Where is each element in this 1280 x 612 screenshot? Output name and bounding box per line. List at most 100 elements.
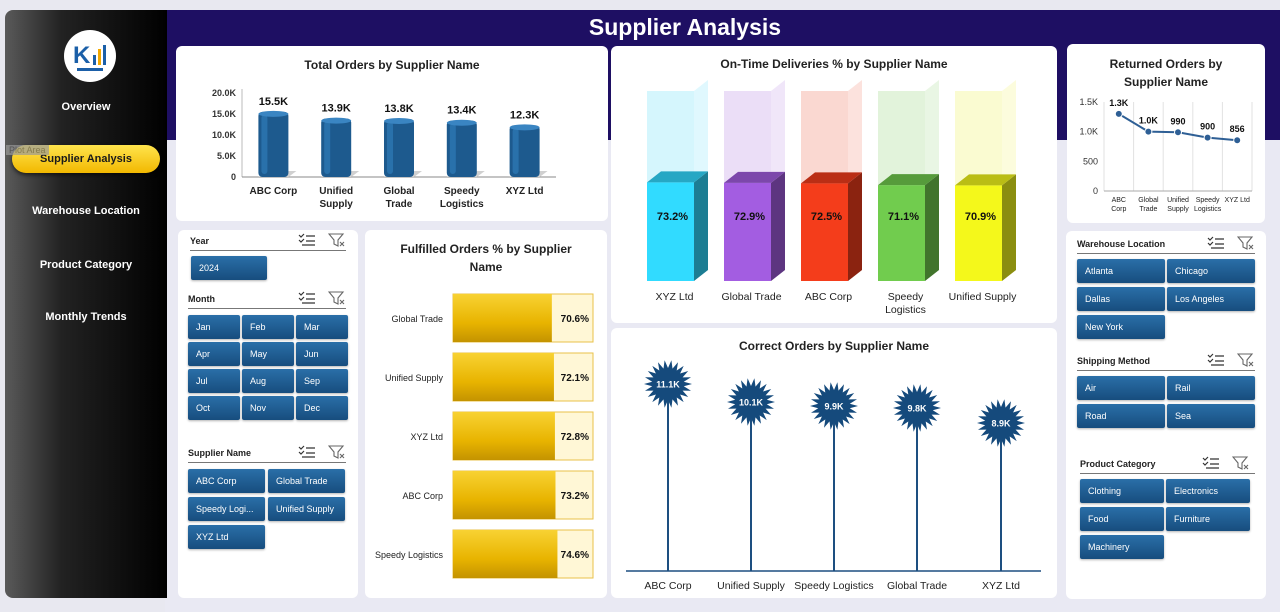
month-slicer-item[interactable]: Dec — [296, 396, 348, 420]
multi-select-icon[interactable] — [298, 445, 316, 459]
month-slicer-item[interactable]: Feb — [242, 315, 294, 339]
y-tick-label: 20.0K — [212, 88, 237, 98]
multi-select-icon[interactable] — [298, 291, 316, 305]
starburst-marker — [977, 399, 1025, 447]
multi-select-icon[interactable] — [1207, 236, 1225, 250]
data-label: 8.9K — [991, 419, 1011, 429]
month-slicer-item[interactable]: Nov — [242, 396, 294, 420]
shipping-slicer-item[interactable]: Sea — [1167, 404, 1255, 428]
month-slicer-item[interactable]: May — [242, 342, 294, 366]
shipping-slicer-item[interactable]: Rail — [1167, 376, 1255, 400]
supplier-slicer-item[interactable]: Unified Supply — [268, 497, 345, 521]
clear-filter-icon[interactable] — [327, 445, 346, 459]
bar-top — [724, 171, 785, 183]
bar-top — [647, 171, 708, 183]
bar-cap — [321, 117, 352, 124]
clear-filter-icon[interactable] — [1236, 353, 1255, 367]
plot-area-tag: Plot Area — [6, 145, 49, 155]
x-tick-label: Global Trade — [887, 580, 947, 592]
bar — [724, 182, 771, 281]
year-slicer-item[interactable]: 2024 — [191, 256, 267, 280]
data-label: 13.8K — [384, 103, 413, 115]
returned-title: Returned Orders by Supplier Name — [1109, 57, 1223, 89]
on-time-chart: 73.2% XYZ Ltd 72.9% Global Trade 72.5% ABC Co… — [647, 80, 1017, 316]
warehouse-slicer-divider — [1077, 253, 1255, 254]
month-slicer-item[interactable]: Mar — [296, 315, 348, 339]
bar — [453, 353, 554, 401]
sidebar-item-product-category[interactable]: Product Category — [39, 259, 133, 271]
sidebar-item-monthly-trends[interactable]: Monthly Trends — [45, 311, 127, 323]
month-slicer-item[interactable]: Aug — [242, 369, 294, 393]
shipping-slicer-item[interactable]: Road — [1077, 404, 1165, 428]
multi-select-icon[interactable] — [298, 233, 316, 247]
month-slicer-item[interactable]: Apr — [188, 342, 240, 366]
year-slicer-divider — [190, 250, 346, 251]
y-tick-label: 15.0K — [212, 109, 237, 119]
warehouse-slicer-item[interactable]: Atlanta — [1077, 259, 1165, 283]
month-slicer-item[interactable]: Sep — [296, 369, 348, 393]
logo-icon: K — [64, 30, 116, 82]
bar-side — [771, 171, 785, 281]
data-label: 9.9K — [824, 402, 844, 412]
data-label: 72.9% — [734, 211, 765, 223]
category-slicer-divider — [1080, 473, 1255, 474]
x-tick-label: Unified Supply — [717, 580, 785, 592]
x-tick-label: ABC Corp — [805, 291, 852, 303]
category-slicer-item[interactable]: Machinery — [1080, 535, 1164, 559]
shipping-slicer-item[interactable]: Air — [1077, 376, 1165, 400]
data-label: 13.9K — [322, 103, 351, 115]
total-orders-title: Total Orders by Supplier Name — [304, 58, 480, 72]
warehouse-slicer-item[interactable]: New York — [1077, 315, 1165, 339]
bar-side — [925, 174, 939, 281]
bar-cap — [446, 119, 477, 126]
x-tick-label: Global — [383, 186, 414, 197]
supplier-slicer-item[interactable]: Speedy Logi... — [188, 497, 265, 521]
supplier-slicer-header: Supplier Name — [188, 448, 252, 458]
data-label: 1.3K — [1109, 98, 1129, 108]
bar-side — [1002, 174, 1016, 281]
category-slicer-item[interactable]: Electronics — [1166, 479, 1250, 503]
total-orders-card: Total Orders by Supplier Name 0 5.0K 10.0K… — [176, 46, 608, 221]
data-label: 74.6% — [561, 550, 589, 561]
clear-filter-icon[interactable] — [327, 291, 346, 305]
warehouse-slicer-item[interactable]: Dallas — [1077, 287, 1165, 311]
warehouse-slicer-item[interactable]: Chicago — [1167, 259, 1255, 283]
x-tick-label: ABC — [1112, 197, 1126, 204]
correct-chart: 11.1K ABC Corp 10.1K Unified Supply 9.9K Spee… — [626, 360, 1041, 592]
month-slicer-item[interactable]: Jul — [188, 369, 240, 393]
sidebar-item-overview[interactable]: Overview — [61, 101, 111, 113]
clear-filter-icon[interactable] — [1231, 456, 1250, 470]
sidebar-item-warehouse-location[interactable]: Warehouse Location — [32, 205, 140, 217]
month-slicer-item[interactable]: Jun — [296, 342, 348, 366]
x-tick-label: Unified — [319, 186, 353, 197]
warehouse-slicer-item[interactable]: Los Angeles — [1167, 287, 1255, 311]
data-label: 70.9% — [965, 211, 996, 223]
multi-select-icon[interactable] — [1202, 456, 1220, 470]
supplier-slicer-item[interactable]: Global Trade — [268, 469, 345, 493]
supplier-slicer-divider — [188, 462, 346, 463]
bar-cap — [384, 118, 414, 125]
svg-text:K: K — [73, 42, 91, 69]
category-slicer-item[interactable]: Clothing — [1080, 479, 1164, 503]
clear-filter-icon[interactable] — [327, 233, 346, 247]
x-tick-label: Speedy — [1196, 197, 1220, 204]
data-label: 12.3K — [510, 109, 539, 121]
supplier-slicer-item[interactable]: ABC Corp — [188, 469, 265, 493]
sidebar: K — [5, 10, 167, 598]
x-tick-label: Logistics — [1194, 206, 1222, 213]
month-slicer-item[interactable]: Jan — [188, 315, 240, 339]
clear-filter-icon[interactable] — [1236, 236, 1255, 250]
y-tick-label: ABC Corp — [402, 491, 443, 501]
y-tick-label: 0 — [231, 172, 236, 182]
y-tick-label: 500 — [1083, 156, 1098, 166]
y-tick-label: 1.5K — [1079, 97, 1098, 107]
supplier-slicer-item[interactable]: XYZ Ltd — [188, 525, 265, 549]
multi-select-icon[interactable] — [1207, 353, 1225, 367]
category-slicer-item[interactable]: Furniture — [1166, 507, 1250, 531]
category-slicer-item[interactable]: Food — [1080, 507, 1164, 531]
data-label: 72.8% — [561, 432, 589, 443]
data-point — [1203, 133, 1212, 142]
bar-top — [801, 172, 862, 184]
month-slicer-item[interactable]: Oct — [188, 396, 240, 420]
bar-top — [878, 174, 939, 186]
